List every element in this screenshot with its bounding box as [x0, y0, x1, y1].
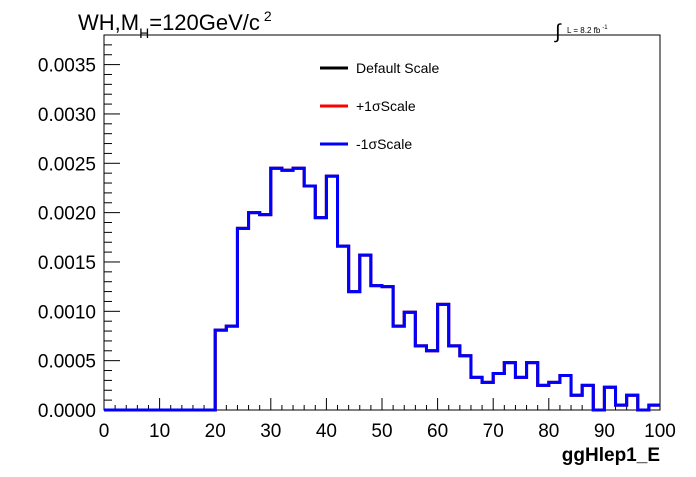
series-line-2	[104, 166, 660, 412]
y-tick-label: 0.0035	[38, 56, 96, 77]
x-tick-label: 90	[594, 421, 615, 442]
legend: Default Scale +1σScale -1σScale	[320, 60, 439, 152]
x-tick-label: 50	[371, 421, 392, 442]
x-tick-label: 80	[538, 421, 559, 442]
y-tick-label: 0.0025	[38, 154, 96, 175]
title-subscript: H	[139, 25, 149, 41]
lumi-superscript: -1	[602, 25, 608, 31]
chart-title: WH,MH=120GeV/c 2	[78, 8, 272, 41]
x-tick-label: 100	[644, 421, 676, 442]
x-tick-label: 0	[99, 421, 110, 442]
lumi-label: L = 8.2 fb -1	[567, 25, 608, 35]
y-tick-label: 0.0030	[38, 105, 96, 126]
axes-layer: 0 10 20 30 40 50 60 70 80 90 100 0.0000 0.0005 0.0010…	[38, 34, 676, 442]
lumi-integral-symbol: ∫	[554, 21, 562, 43]
x-tick-label: 40	[316, 421, 337, 442]
legend-entry-label: -1σScale	[356, 136, 412, 152]
legend-entry-label: Default Scale	[356, 60, 439, 76]
title-suffix: =120GeV/c	[149, 10, 260, 35]
y-tick-label: 0.0000	[38, 401, 96, 422]
lumi-text: L = 8.2 fb	[567, 26, 601, 35]
x-tick-label: 70	[483, 421, 504, 442]
title-superscript: 2	[264, 8, 272, 24]
series-layer	[104, 166, 660, 412]
x-tick-label: 20	[205, 421, 226, 442]
y-tick-label: 0.0005	[38, 352, 96, 373]
plot-frame	[103, 34, 661, 411]
x-tick-label: 60	[427, 421, 448, 442]
y-tick-label: 0.0010	[38, 302, 96, 323]
x-axis-label: ggHlep1_E	[562, 445, 660, 466]
legend-entry-label: +1σScale	[356, 98, 416, 114]
series-line-1	[104, 166, 660, 412]
title-prefix: WH,M	[78, 10, 139, 35]
x-tick-label: 10	[149, 421, 170, 442]
y-tick-label: 0.0020	[38, 204, 96, 225]
series-line-0	[104, 166, 660, 412]
x-tick-label: 30	[260, 421, 281, 442]
y-tick-label: 0.0015	[38, 253, 96, 274]
